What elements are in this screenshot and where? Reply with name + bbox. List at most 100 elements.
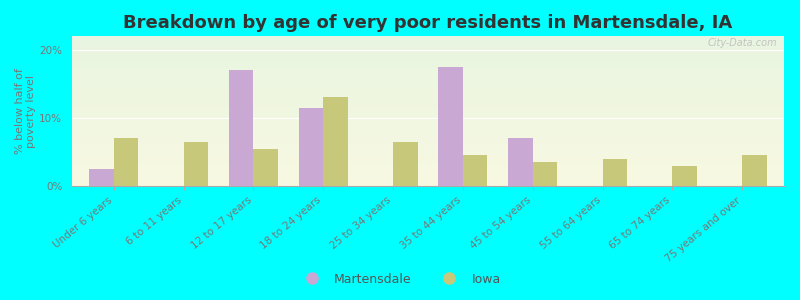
Bar [463, 155, 487, 186]
Bar [72, 81, 784, 82]
Bar [72, 117, 784, 118]
Bar [114, 138, 138, 186]
Bar [72, 129, 784, 130]
Bar [72, 100, 784, 102]
Bar [72, 124, 784, 126]
Bar [72, 42, 784, 44]
Bar [72, 144, 784, 146]
Bar [72, 167, 784, 168]
Bar [72, 74, 784, 75]
Bar [72, 106, 784, 108]
Bar [72, 165, 784, 166]
Bar [72, 72, 784, 74]
Bar [72, 184, 784, 186]
Bar [72, 164, 784, 165]
Bar [72, 98, 784, 99]
Bar [184, 142, 208, 186]
Bar [72, 118, 784, 120]
Bar [72, 94, 784, 96]
Bar [72, 136, 784, 138]
Bar [72, 130, 784, 132]
Bar [72, 58, 784, 60]
Bar [254, 148, 278, 186]
Bar [72, 122, 784, 123]
Bar [72, 153, 784, 154]
Bar [72, 44, 784, 45]
Bar [72, 85, 784, 87]
Bar [72, 182, 784, 183]
Bar [72, 84, 784, 86]
Bar [72, 126, 784, 128]
Bar [72, 180, 784, 182]
Bar [72, 102, 784, 104]
Bar [72, 103, 784, 105]
Bar [72, 135, 784, 136]
Bar [72, 171, 784, 172]
Bar [72, 48, 784, 50]
Bar [72, 146, 784, 147]
Bar [323, 98, 348, 186]
Bar [72, 112, 784, 114]
Bar [72, 110, 784, 111]
Bar [72, 82, 784, 84]
Bar [72, 138, 784, 140]
Bar [72, 96, 784, 98]
Bar [72, 75, 784, 76]
Bar [72, 176, 784, 177]
Bar [229, 70, 254, 186]
Text: City-Data.com: City-Data.com [707, 38, 777, 47]
Bar [72, 69, 784, 70]
Bar [72, 68, 784, 69]
Bar [72, 66, 784, 68]
Bar [72, 154, 784, 156]
Bar [72, 36, 784, 38]
Bar [72, 63, 784, 64]
Bar [72, 87, 784, 88]
Bar [72, 76, 784, 78]
Bar [72, 57, 784, 58]
Bar [72, 183, 784, 184]
Bar [72, 159, 784, 160]
Bar [742, 155, 766, 186]
Bar [72, 123, 784, 124]
Bar [72, 105, 784, 106]
Bar [72, 80, 784, 81]
Bar [72, 38, 784, 39]
Bar [72, 158, 784, 159]
Bar [72, 114, 784, 116]
Bar [72, 140, 784, 141]
Bar [72, 70, 784, 72]
Bar [72, 177, 784, 178]
Title: Breakdown by age of very poor residents in Martensdale, IA: Breakdown by age of very poor residents … [123, 14, 733, 32]
Bar [72, 56, 784, 57]
Bar [72, 50, 784, 51]
Bar [438, 67, 463, 186]
Bar [72, 108, 784, 110]
Bar [72, 162, 784, 164]
Bar [72, 142, 784, 144]
Bar [72, 64, 784, 66]
Bar [72, 45, 784, 46]
Bar [72, 40, 784, 42]
Bar [72, 148, 784, 150]
Bar [508, 138, 533, 186]
Bar [72, 168, 784, 170]
Bar [72, 90, 784, 92]
Bar [672, 166, 697, 186]
Bar [393, 142, 418, 186]
Bar [72, 61, 784, 63]
Bar [72, 46, 784, 48]
Bar [72, 116, 784, 117]
Bar [72, 172, 784, 174]
Bar [72, 99, 784, 100]
Bar [72, 152, 784, 153]
Bar [72, 88, 784, 90]
Bar [72, 174, 784, 176]
Bar [72, 156, 784, 158]
Y-axis label: % below half of
poverty level: % below half of poverty level [15, 68, 37, 154]
Bar [72, 60, 784, 61]
Bar [299, 108, 323, 186]
Bar [72, 93, 784, 94]
Bar [72, 120, 784, 122]
Bar [72, 54, 784, 56]
